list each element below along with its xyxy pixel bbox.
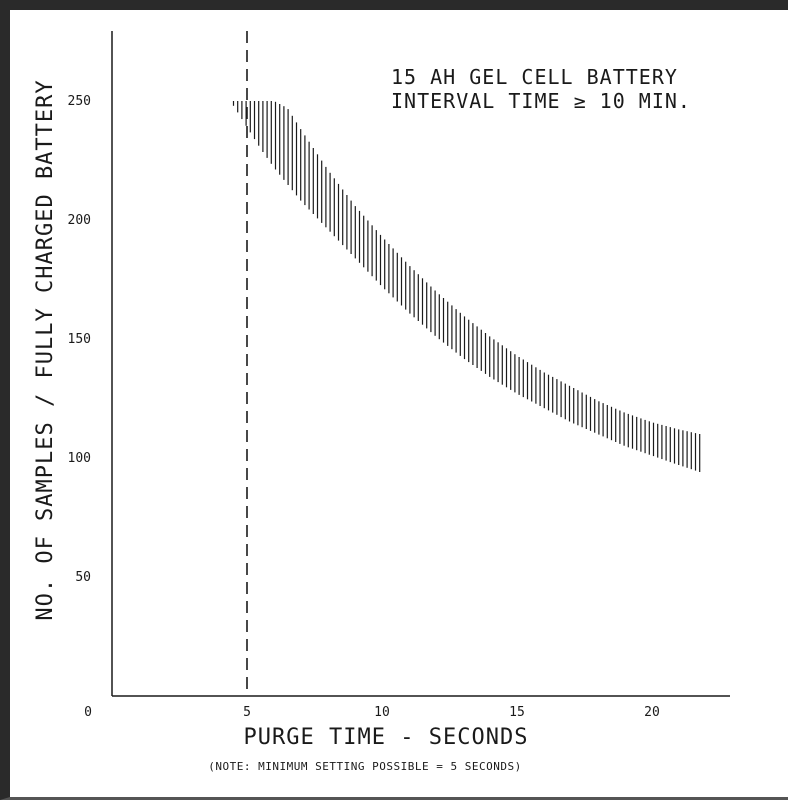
y-axis-title: NO. OF SAMPLES / FULLY CHARGED BATTERY bbox=[33, 79, 58, 620]
y-tick-label: 50 bbox=[75, 570, 91, 585]
y-tick-label: 150 bbox=[68, 332, 91, 347]
x-tick-label: 0 bbox=[84, 705, 92, 720]
y-tick-label: 250 bbox=[68, 94, 91, 109]
footnote: (NOTE: MINIMUM SETTING POSSIBLE = 5 SECO… bbox=[208, 760, 521, 773]
x-tick-label: 5 bbox=[243, 705, 251, 720]
y-tick-label: 100 bbox=[68, 451, 91, 466]
y-tick-label: 200 bbox=[68, 213, 91, 228]
x-tick-label: 10 bbox=[374, 705, 390, 720]
x-axis-title: PURGE TIME - SECONDS bbox=[244, 725, 529, 750]
x-tick-labels: 0 5 10 15 20 bbox=[84, 705, 660, 720]
y-tick-labels: 50 100 150 200 250 bbox=[68, 94, 91, 585]
battery-purge-chart: 50 100 150 200 250 0 5 10 15 20 15 AH GEL CELL B… bbox=[33, 31, 730, 773]
sample-count-band bbox=[232, 101, 701, 472]
x-tick-label: 20 bbox=[644, 705, 660, 720]
annotation-line-1: 15 AH GEL CELL BATTERY bbox=[391, 65, 678, 89]
annotation-line-2: INTERVAL TIME ≥ 10 MIN. bbox=[391, 89, 691, 113]
x-tick-label: 15 bbox=[509, 705, 525, 720]
